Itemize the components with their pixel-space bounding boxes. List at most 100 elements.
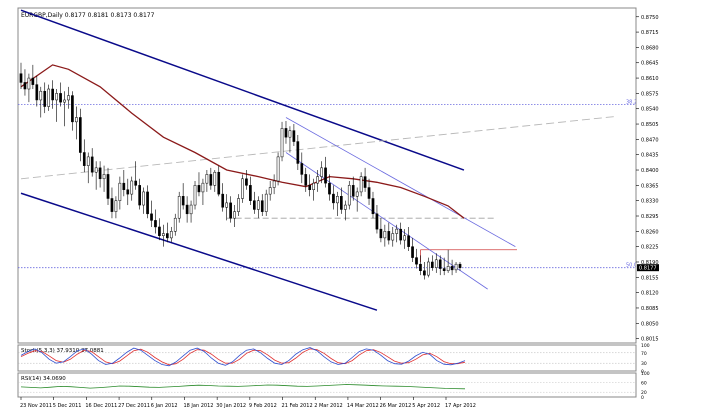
candle-69: [292, 124, 296, 146]
candle-56: [241, 174, 244, 203]
candle-66: [280, 121, 284, 162]
price-tick-label-21: 0.8015: [641, 337, 659, 343]
candle-body: [229, 202, 232, 219]
candle-body: [78, 117, 82, 153]
candle-body: [320, 167, 323, 177]
candle-108: [446, 249, 450, 273]
candle-68: [288, 126, 292, 153]
candle-21: [102, 165, 106, 192]
rsi-axis-label-3: 0: [641, 395, 644, 401]
candle-57: [245, 170, 248, 190]
price-tick-label-11: 0.8365: [641, 183, 659, 189]
candle-18: [90, 148, 94, 177]
candle-body: [86, 156, 90, 166]
price-tick-label-13: 0.8295: [641, 214, 659, 220]
date-tick-label-9: 2 Mar 2012: [314, 403, 343, 409]
candle-body: [98, 167, 102, 180]
last-price-label: 0.8177: [639, 266, 657, 272]
candle-body: [122, 182, 126, 190]
candle-body: [35, 84, 39, 101]
candle-body: [446, 266, 450, 271]
candle-86: [359, 172, 363, 197]
candle-101: [419, 255, 422, 276]
candle-98: [407, 226, 410, 252]
candle-body: [39, 90, 43, 101]
candle-body: [312, 182, 316, 190]
candle-body: [169, 231, 173, 239]
candle-39: [173, 213, 177, 236]
candle-70: [296, 134, 300, 171]
candle-14: [75, 106, 78, 140]
candle-body: [55, 93, 58, 101]
fib-label-1: 50.0: [626, 263, 637, 269]
candle-81: [340, 187, 343, 214]
candle-body: [43, 90, 47, 107]
candle-2: [27, 73, 31, 103]
candle-47: [205, 170, 209, 192]
candle-body: [343, 204, 347, 210]
candle-body: [94, 167, 98, 173]
candle-body: [363, 176, 367, 188]
stoch-label: Stoch(5,3,3) 37.9310 27.0881: [21, 348, 104, 354]
price-tick-label-15: 0.8225: [641, 245, 659, 251]
candle-33: [150, 200, 153, 227]
candle-92: [383, 224, 387, 247]
candle-body: [351, 185, 355, 197]
candle-body: [110, 198, 114, 212]
rsi-panel: RSI(14) 34.0690: [17, 372, 637, 398]
price-tick-label-18: 0.8120: [641, 291, 659, 297]
candle-body: [134, 180, 138, 186]
price-tick-label-9: 0.8435: [641, 153, 659, 159]
candle-body: [434, 259, 438, 268]
drawing-layer: 38.2 50.0: [18, 9, 637, 311]
candle-11: [63, 91, 66, 127]
candle-body: [403, 235, 406, 241]
price-tick-label-5: 0.8575: [641, 91, 659, 97]
candle-body: [379, 228, 383, 239]
trendline-outer-upper: [20, 9, 465, 171]
candle-49: [213, 170, 217, 192]
candle-23: [110, 187, 114, 219]
candle-body: [260, 200, 264, 212]
candle-106: [438, 255, 442, 276]
candle-26: [122, 170, 126, 197]
candle-body: [67, 95, 70, 101]
date-tick-label-0: 23 Nov 2011: [20, 403, 52, 409]
candle-body: [189, 204, 193, 215]
candle-65: [276, 152, 280, 186]
candle-46: [201, 178, 205, 206]
candle-body: [256, 200, 260, 210]
candle-32: [146, 185, 149, 219]
last-price-badge: [637, 264, 659, 272]
candle-55: [237, 194, 240, 217]
candle-110: [454, 261, 458, 273]
candle-body: [201, 182, 205, 193]
candle-36: [162, 224, 165, 247]
candle-body: [415, 257, 418, 265]
candle-body: [399, 228, 403, 241]
stoch-panel: Stoch(5,3,3) 37.9310 27.0881: [17, 344, 637, 372]
candles-layer: [19, 62, 462, 280]
candle-body: [31, 77, 35, 85]
stoch-panel-frame: [17, 344, 637, 372]
candle-body: [387, 231, 391, 241]
date-tick-label-13: 17 Apr 2012: [445, 403, 476, 409]
main-panel-frame: [17, 7, 637, 344]
candle-109: [450, 259, 454, 276]
candle-body: [280, 128, 284, 158]
price-tick-label-17: 0.8155: [641, 275, 659, 281]
candle-body: [324, 167, 327, 184]
candle-body: [383, 231, 387, 239]
date-tick-label-4: 6 Jan 2012: [151, 403, 178, 409]
candle-body: [442, 268, 446, 271]
candle-48: [209, 167, 213, 190]
candle-body: [90, 156, 94, 173]
candle-body: [395, 228, 399, 234]
date-tick-label-3: 27 Dec 2011: [118, 403, 150, 409]
candle-body: [237, 198, 240, 212]
candle-41: [181, 183, 185, 210]
candle-body: [272, 180, 276, 188]
candle-body: [23, 82, 27, 90]
